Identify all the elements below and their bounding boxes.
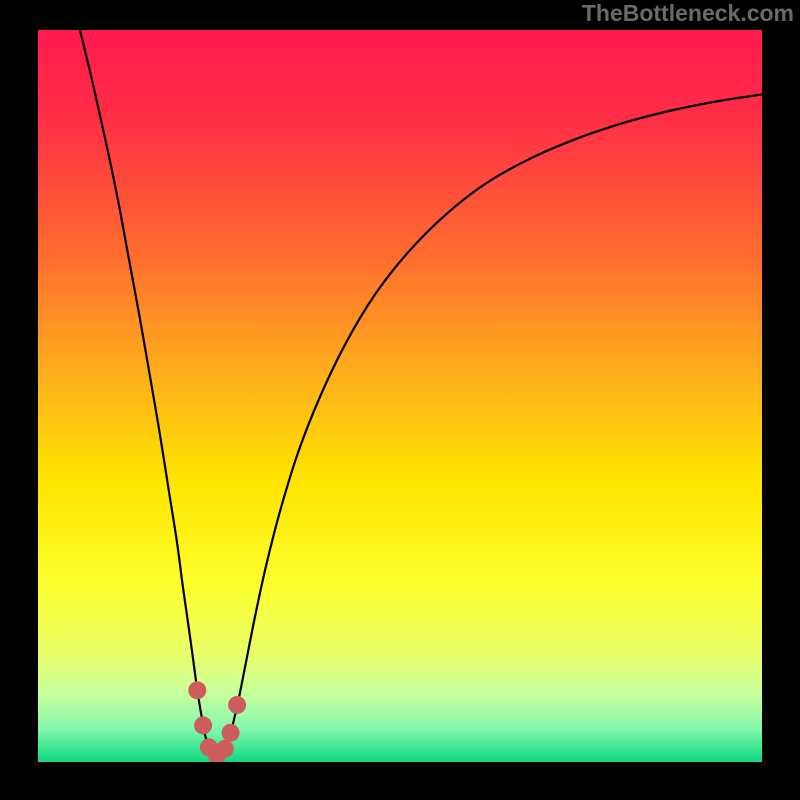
chart-container: TheBottleneck.com (0, 0, 800, 800)
trough-marker (188, 681, 206, 699)
watermark-text: TheBottleneck.com (582, 0, 794, 27)
bottleneck-curve-chart (0, 0, 800, 800)
trough-marker (222, 724, 240, 742)
chart-gradient-bg (38, 30, 762, 762)
trough-marker (194, 716, 212, 734)
trough-marker (228, 696, 246, 714)
trough-marker (216, 740, 234, 758)
